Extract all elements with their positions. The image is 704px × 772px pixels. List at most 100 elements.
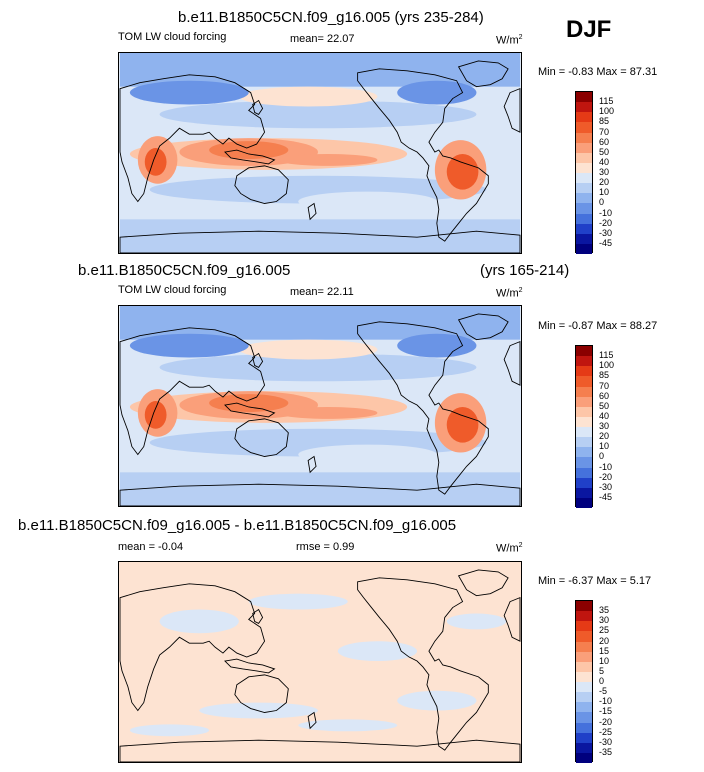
- colorbar-tick-label: 85: [599, 116, 610, 127]
- colorbar-tick-label: 50: [599, 146, 610, 157]
- colorbar-tick-label: -35: [599, 746, 613, 757]
- contour-fill: [397, 690, 477, 711]
- colorbar-swatch: [576, 366, 592, 377]
- coastline: [234, 418, 289, 457]
- map-field: [119, 53, 521, 253]
- colorbar-swatch: [576, 183, 592, 194]
- coastline: [224, 149, 276, 165]
- colorbar-swatch: [576, 447, 592, 458]
- colorbar-swatch: [576, 233, 592, 244]
- colorbar-tick-label: 10: [599, 655, 610, 666]
- colorbar-swatch: [576, 406, 592, 417]
- colorbar-swatch: [576, 752, 592, 763]
- colorbar-swatch: [576, 631, 592, 642]
- coastline: [224, 402, 276, 418]
- panel-2-variable: TOM LW cloud forcing: [118, 284, 227, 296]
- colorbar-tick-label: 25: [599, 625, 610, 636]
- colorbar-swatch: [576, 376, 592, 387]
- coastline: [457, 60, 509, 88]
- colorbar-tick-label: -45: [599, 491, 613, 502]
- colorbar-swatch: [576, 487, 592, 498]
- coastline: [119, 74, 266, 203]
- contour-fill: [278, 406, 378, 419]
- contour-fill: [120, 219, 520, 253]
- colorbar-swatch: [576, 173, 592, 184]
- colorbar-swatch: [576, 356, 592, 367]
- colorbar-tick-label: 30: [599, 167, 610, 177]
- colorbar-tick-label: -20: [599, 716, 613, 727]
- colorbar-swatch: [576, 102, 592, 113]
- panel-2-mean: mean= 22.11: [290, 286, 354, 298]
- coastline: [119, 739, 521, 762]
- colorbar-swatch: [576, 416, 592, 427]
- colorbar-swatch: [576, 651, 592, 662]
- panel-1-variable: TOM LW cloud forcing: [118, 31, 227, 43]
- colorbar-tick-label: 5: [599, 665, 605, 676]
- colorbar-tick-label: 100: [599, 360, 615, 371]
- panel-2-minmax: Min = -0.87 Max = 88.27: [538, 320, 658, 332]
- panel-2-title: b.e11.B1850C5CN.f09_g16.005: [78, 262, 291, 279]
- colorbar-swatch: [576, 122, 592, 133]
- colorbar-tick-label: 30: [599, 615, 610, 626]
- colorbar-tick-label: 100: [599, 106, 615, 117]
- contour-fill: [129, 80, 249, 105]
- coastline: [252, 608, 264, 624]
- colorbar-tick-label: 115: [599, 350, 614, 361]
- panel-3-rmse: rmse = 0.99: [296, 541, 355, 553]
- colorbar-swatch: [576, 621, 592, 632]
- coastline: [252, 352, 264, 368]
- colorbar-tick-label: 40: [599, 410, 610, 421]
- colorbar-swatch: [576, 142, 592, 153]
- coastline: [357, 321, 489, 495]
- colorbar-swatch: [576, 437, 592, 448]
- panel-3-title: b.e11.B1850C5CN.f09_g16.005 - b.e11.B185…: [18, 517, 457, 534]
- colorbar-swatch: [576, 112, 592, 123]
- contour-fill: [397, 333, 477, 358]
- colorbar-tick-label: 0: [599, 451, 605, 462]
- contour-fill: [446, 153, 479, 190]
- panel-1-map: [118, 52, 522, 254]
- colorbar-tick-label: 30: [599, 421, 610, 431]
- colorbar-swatch: [576, 243, 592, 254]
- panel-2-years: (yrs 165-214): [480, 262, 570, 279]
- colorbar-swatch: [576, 427, 592, 438]
- colorbar-tick-label: -25: [599, 726, 613, 737]
- colorbar-swatch: [576, 671, 592, 682]
- coastline: [503, 596, 521, 642]
- colorbar-swatch: [576, 193, 592, 204]
- panel-1-units: W/m2: [496, 34, 523, 47]
- contour-fill: [337, 641, 418, 662]
- colorbar-swatch: [576, 396, 592, 407]
- coastline: [119, 483, 521, 506]
- colorbar-tick-label: 20: [599, 431, 610, 442]
- colorbar-swatch: [576, 457, 592, 468]
- contour-fill: [120, 472, 520, 506]
- colorbar-tick-label: 0: [599, 676, 605, 686]
- colorbar-tick-label: -10: [599, 696, 613, 707]
- contour-fill: [278, 153, 378, 166]
- contour-fill: [209, 141, 289, 159]
- colorbar-swatch: [576, 742, 592, 753]
- colorbar-swatch: [576, 477, 592, 488]
- contour-fill: [129, 724, 210, 737]
- contour-fill: [209, 394, 289, 412]
- colorbar-tick-label: 60: [599, 390, 610, 401]
- colorbar-swatch: [576, 682, 592, 693]
- colorbar-tick-label: 70: [599, 126, 610, 137]
- coastline: [457, 313, 509, 341]
- colorbar-tick-label: -20: [599, 217, 613, 228]
- colorbar-swatch: [576, 497, 592, 508]
- contour-fill: [298, 191, 437, 212]
- coastline: [119, 230, 521, 253]
- colorbar-tick-label: 85: [599, 370, 610, 381]
- coastline: [252, 99, 264, 115]
- coastline: [357, 68, 489, 242]
- colorbar-tick-label: 115: [599, 96, 614, 107]
- panel-1-minmax: Min = -0.83 Max = 87.31: [538, 66, 658, 78]
- colorbar-swatch: [576, 601, 592, 612]
- colorbar-tick-label: -10: [599, 207, 613, 218]
- colorbar-swatch: [576, 641, 592, 652]
- panel-3-units: W/m2: [496, 542, 523, 555]
- panel-3-mean: mean = -0.04: [118, 541, 184, 553]
- colorbar-tick-label: 20: [599, 177, 610, 188]
